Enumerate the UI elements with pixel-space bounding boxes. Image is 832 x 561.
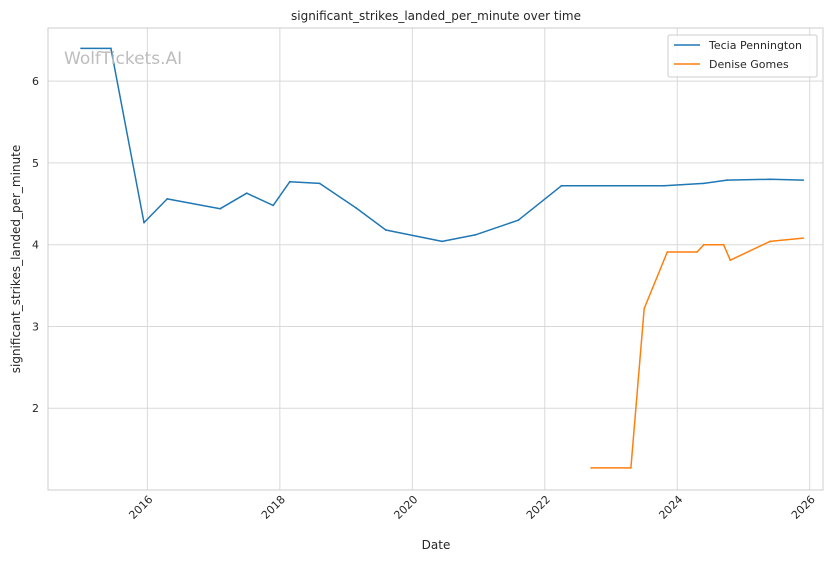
- data-point-tecia-pennington: [560, 184, 563, 187]
- data-point-tecia-pennington: [355, 207, 357, 209]
- data-point-denise-gomes: [696, 251, 698, 253]
- data-point-tecia-pennington: [726, 179, 728, 182]
- data-point-tecia-pennington: [384, 229, 387, 231]
- data-point-tecia-pennington: [474, 234, 477, 236]
- data-point-denise-gomes: [666, 251, 669, 253]
- data-point-denise-gomes: [702, 243, 705, 246]
- data-point-denise-gomes: [643, 307, 646, 310]
- data-point-denise-gomes: [630, 467, 632, 469]
- series-line-tecia-pennington: [81, 47, 804, 243]
- plot-frame: [47, 27, 824, 491]
- data-point-tecia-pennington: [441, 240, 443, 243]
- grid-lines: [48, 28, 823, 490]
- chart-title: significant_strikes_landed_per_minute ov…: [291, 9, 581, 23]
- legend-label-tecia-pennington: Tecia Pennington: [708, 39, 802, 52]
- y-tick-label: 4: [32, 239, 39, 252]
- data-point-denise-gomes: [802, 237, 804, 240]
- legend-box: [667, 34, 818, 78]
- data-point-tecia-pennington: [110, 47, 112, 50]
- data-point-tecia-pennington: [663, 184, 665, 187]
- series-layer: [80, 47, 804, 469]
- data-point-tecia-pennington: [143, 221, 145, 224]
- data-point-tecia-pennington: [288, 180, 291, 183]
- y-axis-label: significant_strikes_landed_per_minute: [9, 145, 23, 374]
- data-point-denise-gomes: [722, 243, 725, 246]
- data-point-denise-gomes: [590, 467, 593, 469]
- data-point-tecia-pennington: [318, 182, 321, 185]
- data-point-tecia-pennington: [80, 47, 82, 50]
- y-tick-label: 5: [32, 157, 39, 170]
- watermark: WolfTickets.AI: [64, 49, 182, 69]
- y-tick-label: 2: [32, 402, 39, 415]
- data-point-denise-gomes: [769, 240, 771, 243]
- legend-label-denise-gomes: Denise Gomes: [709, 58, 789, 71]
- data-point-tecia-pennington: [272, 204, 275, 207]
- series-line-denise-gomes: [591, 237, 804, 469]
- data-point-denise-gomes: [729, 259, 732, 262]
- data-point-tecia-pennington: [769, 178, 771, 181]
- y-tick-label: 6: [32, 75, 39, 88]
- data-point-tecia-pennington: [702, 182, 705, 185]
- x-axis-label: Date: [422, 538, 451, 552]
- data-point-tecia-pennington: [517, 219, 520, 222]
- legend: Tecia Pennington Denise Gomes: [667, 34, 818, 78]
- data-point-tecia-pennington: [802, 179, 804, 182]
- data-point-tecia-pennington: [219, 207, 222, 210]
- data-point-tecia-pennington: [166, 198, 169, 200]
- y-tick-label: 3: [32, 320, 39, 333]
- data-point-tecia-pennington: [245, 192, 248, 195]
